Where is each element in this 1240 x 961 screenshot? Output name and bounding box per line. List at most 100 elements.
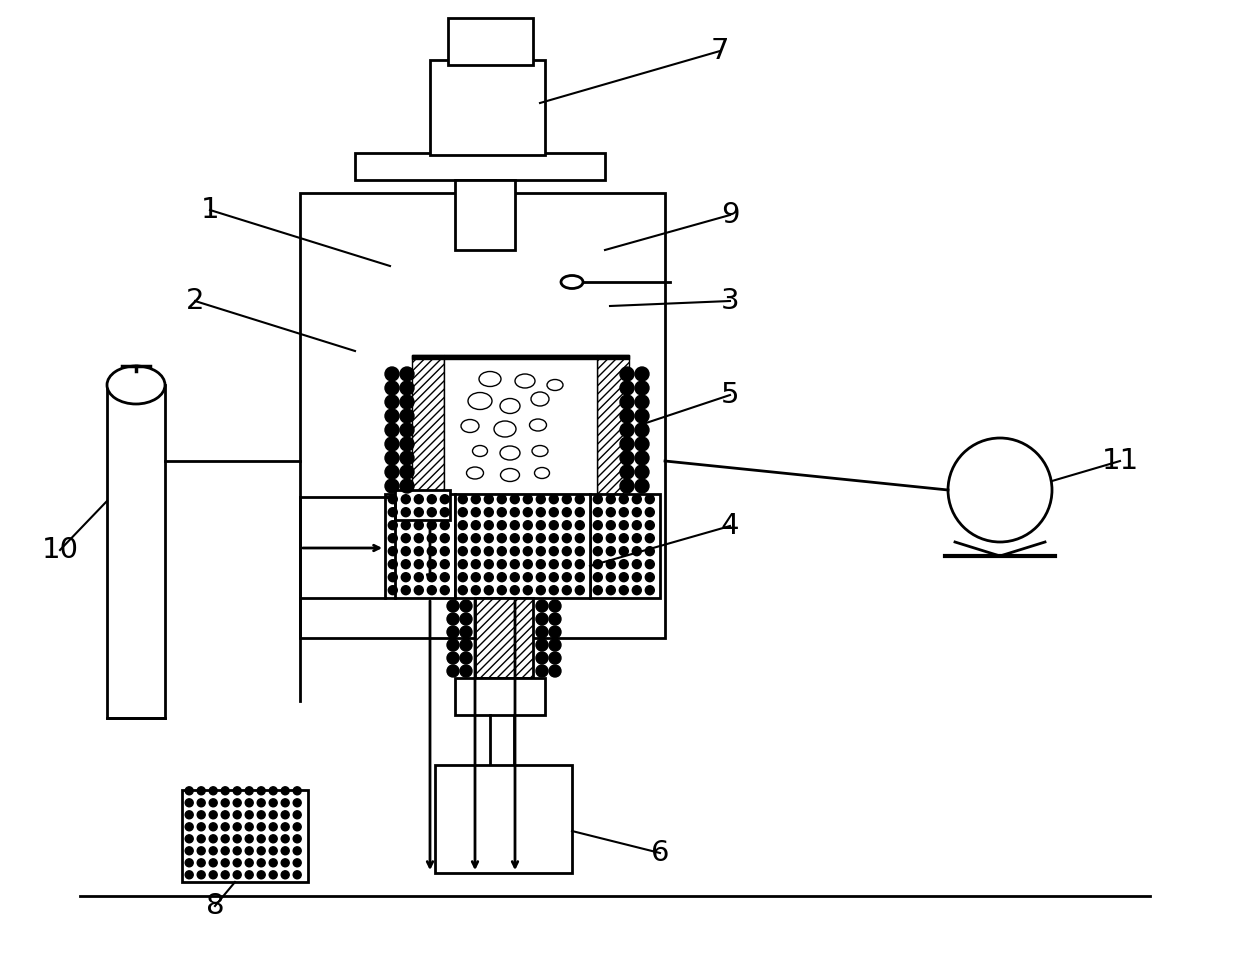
Circle shape: [384, 367, 399, 381]
Circle shape: [497, 521, 506, 530]
Circle shape: [536, 507, 546, 517]
Circle shape: [210, 799, 217, 807]
Circle shape: [401, 381, 414, 395]
Circle shape: [293, 799, 301, 807]
Circle shape: [401, 479, 414, 493]
Circle shape: [428, 533, 436, 543]
Circle shape: [635, 381, 649, 395]
Circle shape: [197, 835, 205, 843]
Circle shape: [388, 559, 397, 569]
Circle shape: [471, 521, 480, 530]
Bar: [430, 60, 546, 155]
Circle shape: [446, 639, 459, 651]
Bar: [300, 193, 665, 638]
Circle shape: [485, 585, 494, 595]
Circle shape: [221, 823, 229, 831]
Circle shape: [645, 547, 655, 555]
Circle shape: [635, 479, 649, 493]
Circle shape: [446, 665, 459, 677]
Circle shape: [459, 495, 467, 504]
Circle shape: [384, 437, 399, 451]
Circle shape: [281, 847, 289, 854]
Circle shape: [523, 507, 532, 517]
Circle shape: [269, 787, 278, 795]
Circle shape: [459, 533, 467, 543]
Circle shape: [233, 835, 242, 843]
Circle shape: [197, 799, 205, 807]
Circle shape: [384, 409, 399, 423]
Circle shape: [471, 559, 480, 569]
Circle shape: [185, 811, 193, 819]
Circle shape: [269, 799, 278, 807]
Circle shape: [428, 521, 436, 530]
Circle shape: [485, 533, 494, 543]
Circle shape: [523, 495, 532, 504]
Circle shape: [440, 559, 449, 569]
Circle shape: [549, 533, 558, 543]
Circle shape: [210, 859, 217, 867]
Circle shape: [233, 823, 242, 831]
Circle shape: [459, 559, 467, 569]
Circle shape: [221, 859, 229, 867]
Circle shape: [471, 573, 480, 581]
Circle shape: [401, 423, 414, 437]
Circle shape: [485, 495, 494, 504]
Circle shape: [620, 479, 634, 493]
Circle shape: [440, 521, 449, 530]
Circle shape: [428, 547, 436, 555]
Circle shape: [536, 573, 546, 581]
Circle shape: [619, 547, 629, 555]
Circle shape: [635, 409, 649, 423]
Circle shape: [459, 521, 467, 530]
Circle shape: [414, 573, 423, 581]
Bar: [435, 765, 572, 873]
Circle shape: [440, 585, 449, 595]
Circle shape: [511, 559, 520, 569]
Circle shape: [620, 437, 634, 451]
Bar: [412, 355, 629, 359]
Circle shape: [620, 423, 634, 437]
Circle shape: [257, 871, 265, 878]
Text: 6: 6: [651, 839, 670, 867]
Circle shape: [949, 438, 1052, 542]
Circle shape: [384, 465, 399, 479]
Bar: [444, 355, 596, 494]
Circle shape: [562, 533, 572, 543]
Circle shape: [459, 507, 467, 517]
Circle shape: [536, 600, 548, 612]
Circle shape: [511, 547, 520, 555]
Circle shape: [593, 547, 603, 555]
Circle shape: [197, 823, 205, 831]
Circle shape: [485, 573, 494, 581]
Circle shape: [402, 495, 410, 504]
Circle shape: [197, 847, 205, 854]
Circle shape: [459, 547, 467, 555]
Circle shape: [210, 847, 217, 854]
Bar: [355, 153, 605, 180]
Circle shape: [593, 559, 603, 569]
Circle shape: [401, 409, 414, 423]
Circle shape: [593, 533, 603, 543]
Circle shape: [536, 533, 546, 543]
Text: 10: 10: [41, 536, 78, 564]
Text: 1: 1: [201, 196, 219, 224]
Circle shape: [446, 613, 459, 625]
Circle shape: [460, 626, 472, 638]
Bar: [596, 355, 629, 494]
Circle shape: [185, 799, 193, 807]
Circle shape: [210, 787, 217, 795]
Ellipse shape: [466, 467, 484, 479]
Circle shape: [402, 533, 410, 543]
Circle shape: [536, 559, 546, 569]
Circle shape: [562, 547, 572, 555]
Circle shape: [471, 495, 480, 504]
Circle shape: [246, 823, 253, 831]
Circle shape: [257, 859, 265, 867]
Circle shape: [497, 573, 506, 581]
Circle shape: [414, 559, 423, 569]
Circle shape: [384, 395, 399, 409]
Circle shape: [549, 547, 558, 555]
Circle shape: [619, 559, 629, 569]
Circle shape: [485, 521, 494, 530]
Bar: [182, 790, 308, 882]
